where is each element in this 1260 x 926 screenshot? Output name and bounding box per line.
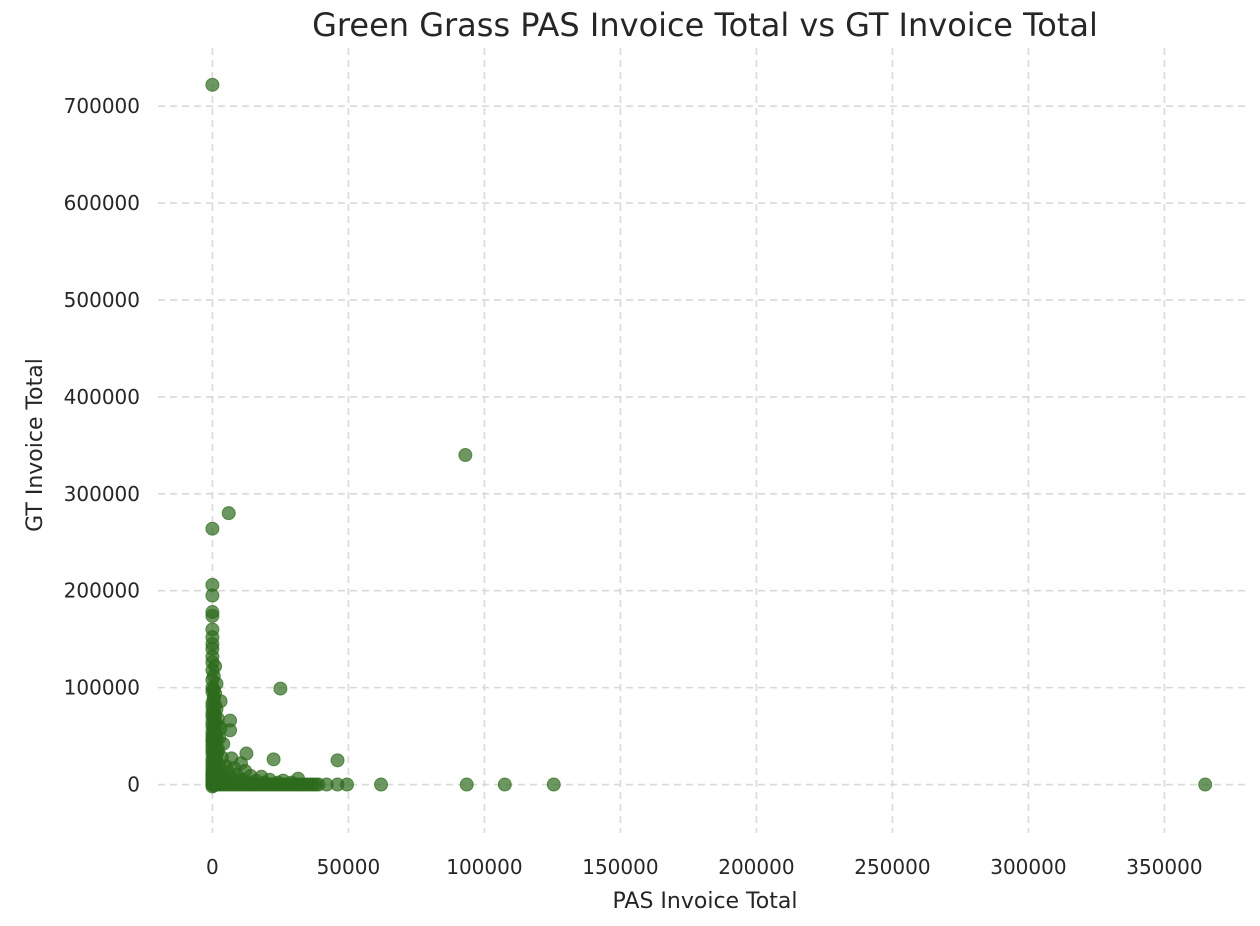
data-point	[206, 682, 221, 697]
y-tick-label: 600000	[64, 191, 140, 215]
x-tick-label: 100000	[446, 855, 522, 879]
y-tick-label: 0	[127, 773, 140, 797]
y-tick-label: 400000	[64, 385, 140, 409]
grid-layer	[158, 48, 1246, 833]
y-tick-label: 100000	[64, 676, 140, 700]
x-tick-label: 0	[206, 855, 219, 879]
data-point	[459, 777, 474, 792]
data-point	[273, 681, 288, 696]
data-point	[458, 448, 473, 463]
data-point	[374, 777, 389, 792]
data-point	[205, 588, 220, 603]
data-point	[266, 752, 281, 767]
x-tick-label: 50000	[317, 855, 381, 879]
data-point	[330, 753, 345, 768]
data-point	[546, 777, 561, 792]
x-tick-label: 250000	[854, 855, 930, 879]
points-layer	[205, 77, 1213, 794]
x-tick-label: 350000	[1126, 855, 1202, 879]
data-point	[205, 608, 220, 623]
y-tick-label: 300000	[64, 482, 140, 506]
data-point	[340, 777, 355, 792]
x-tick-label: 300000	[990, 855, 1066, 879]
y-tick-label: 500000	[64, 288, 140, 312]
y-tick-label: 700000	[64, 94, 140, 118]
y-axis-label: GT Invoice Total	[23, 358, 48, 532]
data-point	[221, 506, 236, 521]
data-point	[205, 521, 220, 536]
data-point	[497, 777, 512, 792]
chart-title: Green Grass PAS Invoice Total vs GT Invo…	[312, 6, 1098, 44]
y-tick-label: 200000	[64, 579, 140, 603]
x-tick-label: 150000	[582, 855, 658, 879]
x-tick-label: 200000	[718, 855, 794, 879]
data-point	[1198, 777, 1213, 792]
y-tick-labels: 0 100000 200000 300000 400000 500000 600000 700…	[64, 94, 140, 796]
data-point	[223, 723, 238, 738]
x-tick-labels: 0 50000 100000 150000 200000 250000 300000 3500…	[206, 855, 1203, 879]
data-point	[205, 77, 220, 92]
x-axis-label: PAS Invoice Total	[613, 889, 798, 914]
